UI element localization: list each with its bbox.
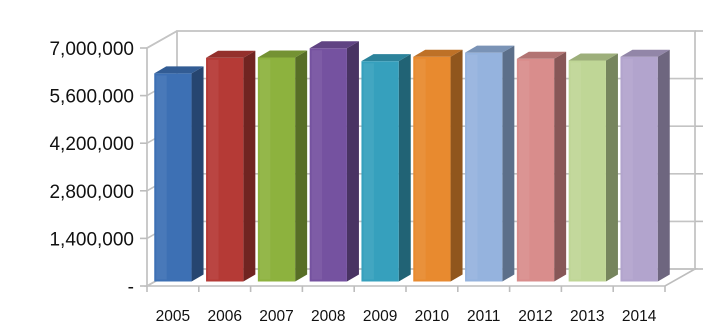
bar (154, 66, 204, 282)
bar-front (257, 57, 296, 282)
bar-highlight (622, 58, 633, 280)
bar (309, 41, 359, 282)
x-tick-label: 2006 (207, 308, 241, 325)
bar-front (568, 60, 606, 282)
bar-side (554, 51, 567, 282)
bar-top (413, 49, 463, 57)
bar (206, 50, 256, 282)
bar (620, 49, 670, 282)
bar-side (605, 53, 618, 282)
bar-highlight (467, 54, 478, 280)
bar-side (502, 45, 515, 282)
bar (361, 54, 411, 282)
bar-side (657, 49, 670, 282)
x-tick-label: 2008 (311, 308, 345, 325)
y-tick-label: 1,400,000 (49, 229, 134, 250)
bar-front (465, 52, 503, 282)
x-axis-ticks: 2005 2006 2007 2008 2009 2010 2011 2012 2013 2014 (146, 286, 666, 325)
bar-side (243, 50, 256, 282)
bar-top (361, 54, 411, 62)
bar-highlight (518, 60, 530, 280)
bar-front (361, 61, 399, 282)
bar-side (346, 41, 359, 282)
y-tick-label: 7,000,000 (49, 39, 134, 60)
y-tick-label: 5,600,000 (49, 87, 134, 108)
bar-front (154, 73, 192, 282)
bar (568, 53, 618, 282)
bar-top (620, 49, 670, 57)
x-tick-label: 2011 (467, 308, 500, 325)
bar-highlight (259, 59, 271, 280)
bar-front (516, 58, 555, 282)
bar-front (206, 57, 244, 282)
bar-highlight (156, 75, 167, 280)
x-tick-label: 2012 (518, 308, 552, 325)
bar (465, 45, 515, 282)
bar-highlight (415, 58, 426, 280)
bar (257, 50, 308, 282)
bar-front (413, 56, 451, 282)
y-axis-ticks: - 1,400,000 2,800,000 4,200,000 5,600,000 7,0… (49, 39, 147, 298)
x-tick-label: 2014 (622, 308, 657, 325)
bar-top (206, 50, 256, 58)
bar-top (465, 45, 515, 53)
bar-front (620, 56, 658, 282)
x-tick-label: 2005 (156, 308, 190, 325)
bars (154, 41, 670, 282)
bar-top (309, 41, 359, 49)
bar-highlight (363, 63, 374, 280)
bar-side (398, 54, 411, 282)
bar-side (295, 50, 308, 282)
gridline (146, 30, 695, 49)
bar (516, 51, 567, 282)
bar-top (257, 50, 308, 58)
bar (413, 49, 463, 282)
y-tick-label: - (128, 277, 134, 298)
y-tick-label: 2,800,000 (49, 182, 134, 203)
bar-highlight (311, 50, 323, 280)
bar-top (568, 53, 618, 61)
y-tick-label: 4,200,000 (49, 134, 134, 155)
bar-top (154, 66, 204, 74)
bar-highlight (570, 62, 582, 280)
bar-highlight (208, 59, 219, 280)
x-tick-label: 2010 (415, 308, 450, 325)
x-tick-label: 2007 (259, 308, 293, 325)
bar-top (516, 51, 567, 59)
bar-side (450, 49, 463, 282)
bar-front (309, 48, 347, 282)
x-tick-label: 2009 (363, 308, 397, 325)
bar-side (191, 66, 204, 282)
x-tick-label: 2013 (570, 308, 604, 325)
